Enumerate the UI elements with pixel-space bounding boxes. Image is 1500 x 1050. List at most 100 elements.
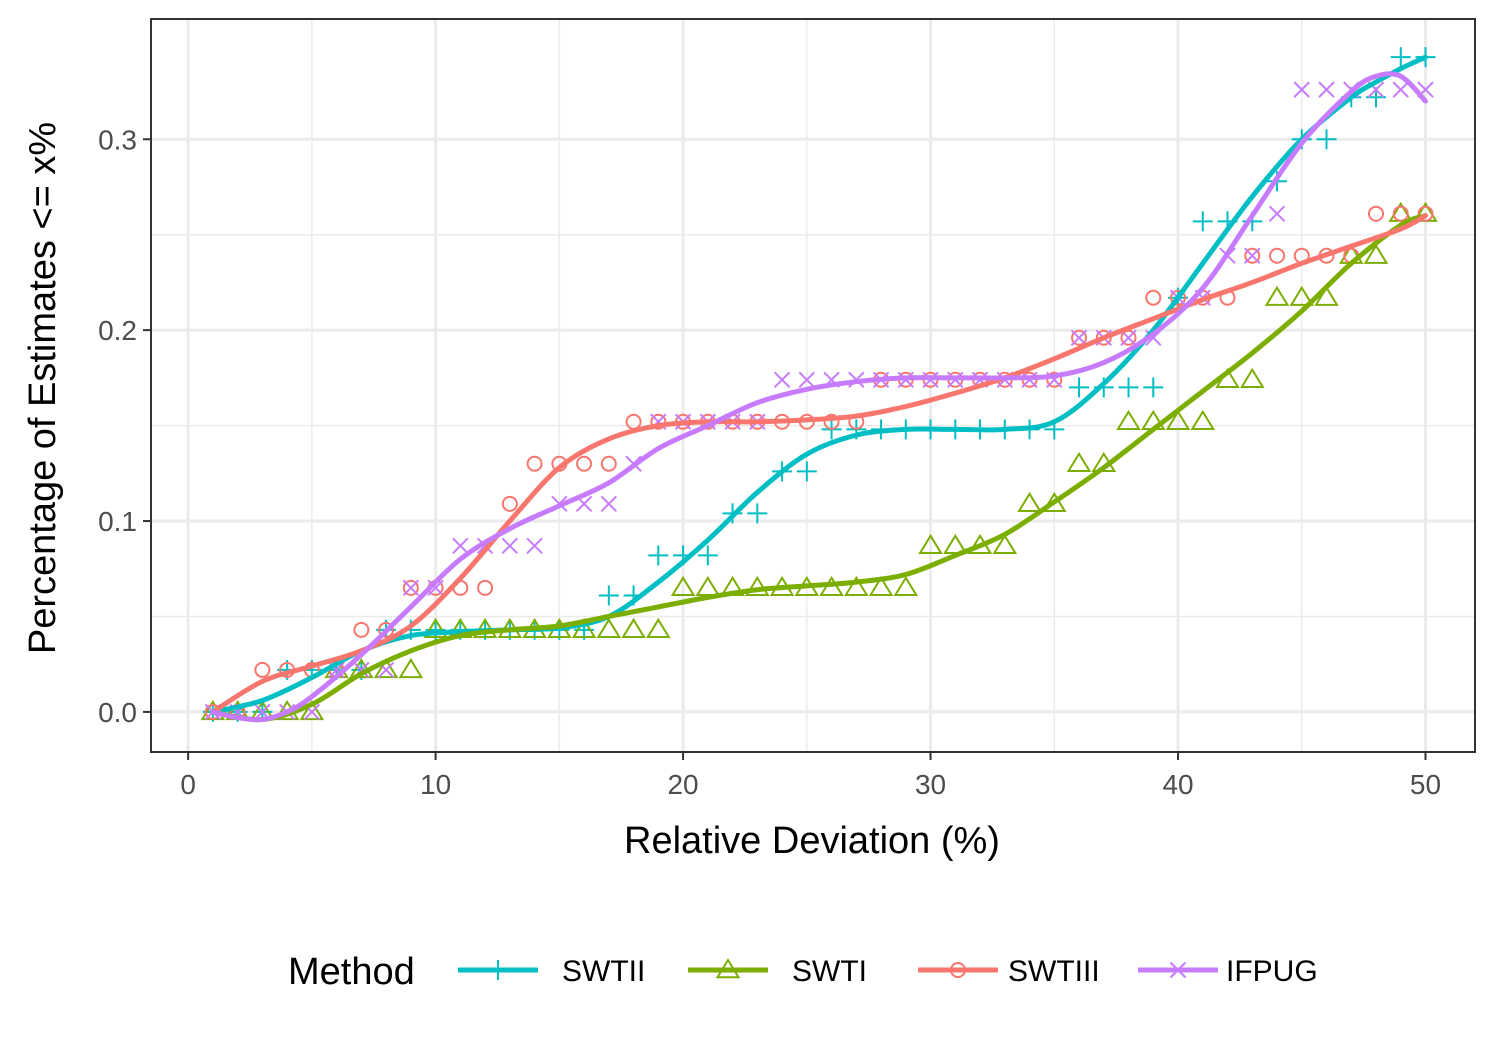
point-swti (1239, 367, 1265, 388)
x-tick-label: 10 (420, 769, 451, 800)
triangle-shape (571, 617, 597, 639)
point-swtiii (353, 621, 370, 638)
line-swtiii (210, 213, 1428, 715)
triangle-shape (1017, 491, 1042, 513)
point-ifpug (1070, 329, 1088, 346)
circle-shape (402, 579, 419, 596)
circle-shape (576, 455, 593, 472)
x-stroke (1318, 81, 1335, 98)
legend-key-marker (488, 960, 508, 980)
point-ifpug (526, 537, 543, 555)
x-stroke (575, 495, 593, 513)
point-swti (844, 575, 869, 597)
circle-shape (650, 413, 667, 430)
triangle-shape (1289, 285, 1315, 306)
point-swtii (1118, 377, 1139, 398)
point-swti (992, 533, 1018, 555)
circle-shape (353, 621, 370, 638)
x-stroke (798, 371, 816, 388)
x-stroke (1293, 81, 1310, 98)
triangle-shape (1363, 243, 1389, 264)
x-stroke (1244, 247, 1261, 264)
point-swti (868, 575, 894, 597)
point-ifpug (1318, 81, 1335, 98)
circle-shape (1170, 289, 1187, 306)
point-swti (646, 617, 671, 639)
legend: Method SWTII SWTI SWTIII IFPUG (288, 951, 1318, 993)
plot-border (150, 18, 1476, 753)
point-swti (373, 658, 399, 679)
point-swtiii (600, 455, 617, 472)
point-swti (1066, 451, 1092, 472)
x-stroke (1070, 329, 1088, 346)
point-swtiii (501, 495, 518, 512)
point-swti (1363, 243, 1389, 264)
y-tick-label: 0.0 (98, 697, 137, 728)
line-ifpug (210, 71, 1428, 723)
triangle-shape (918, 533, 943, 555)
point-ifpug (1244, 247, 1261, 264)
circle-shape (1071, 329, 1088, 346)
circle-shape (1244, 247, 1261, 264)
x-stroke (402, 579, 420, 597)
point-swtiii (254, 661, 271, 678)
point-swtii (1192, 211, 1213, 232)
y-tick-label: 0.1 (98, 506, 137, 537)
circle-shape (1046, 371, 1063, 388)
point-swtiii (378, 621, 395, 638)
point-swtiii (1170, 289, 1187, 306)
triangle-shape (1264, 285, 1290, 306)
point-swti (1190, 409, 1216, 430)
x-tick-label: 40 (1162, 769, 1193, 800)
point-swti (1165, 409, 1191, 430)
triangle-shape (1042, 491, 1067, 513)
triangle-shape (1314, 285, 1339, 306)
triangle-shape (745, 575, 770, 597)
point-swti (299, 699, 325, 721)
point-swtiii (1145, 289, 1162, 306)
y-tick-label: 0.2 (98, 315, 137, 346)
point-swtiii (1046, 371, 1063, 388)
triangle-shape (646, 617, 671, 639)
triangle-shape (844, 575, 869, 597)
point-swti (571, 617, 597, 639)
triangle-shape (1116, 409, 1141, 430)
point-swti (745, 575, 770, 597)
triangle-shape (868, 575, 894, 597)
x-stroke (1268, 205, 1286, 222)
triangle-shape (1190, 409, 1216, 430)
x-stroke (773, 371, 791, 388)
triangle-shape (621, 617, 646, 639)
triangle-shape (596, 617, 622, 639)
x-stroke (328, 661, 345, 679)
point-swti (918, 533, 943, 555)
point-swti (398, 658, 424, 679)
circle-shape (1145, 289, 1162, 306)
x-stroke (254, 703, 271, 721)
triangle-shape (992, 533, 1018, 555)
x-stroke (377, 661, 395, 679)
point-swti (1264, 285, 1290, 306)
legend-label-swti: SWTI (792, 955, 867, 988)
circle-shape (477, 579, 494, 596)
point-ifpug (501, 537, 519, 555)
x-tick-label: 50 (1410, 769, 1441, 800)
x-axis-title: Relative Deviation (%) (624, 820, 1000, 862)
x-stroke (1392, 81, 1409, 98)
legend-item-swti: SWTI (688, 955, 867, 988)
line-swtii (210, 54, 1428, 715)
point-ifpug (402, 579, 420, 597)
triangle-shape (398, 658, 424, 679)
point-ifpug (798, 371, 816, 388)
triangle-shape (423, 617, 448, 639)
point-swtii (796, 461, 817, 482)
point-ifpug (1268, 205, 1286, 222)
y-axis-ticks: 0.0 0.1 0.2 0.3 (98, 124, 151, 728)
legend-key-marker (715, 958, 741, 979)
x-tick-label: 20 (667, 769, 698, 800)
circle-shape (1417, 205, 1434, 222)
triangle-shape (1239, 367, 1265, 388)
point-swti (423, 617, 448, 639)
point-swtiii (576, 455, 593, 472)
